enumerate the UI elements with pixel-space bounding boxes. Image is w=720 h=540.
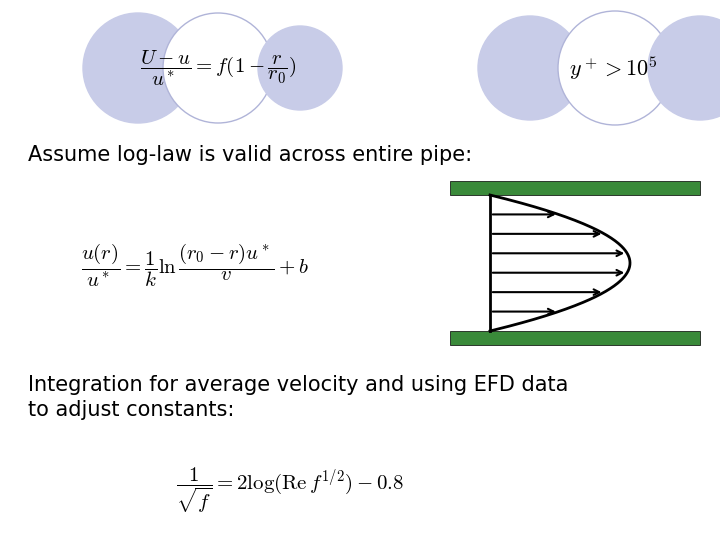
- Circle shape: [558, 11, 672, 125]
- Text: to adjust constants:: to adjust constants:: [28, 400, 235, 420]
- Text: $\dfrac{u(r)}{u^*} = \dfrac{1}{k}\ln\dfrac{(r_0-r)u^*}{v}+b$: $\dfrac{u(r)}{u^*} = \dfrac{1}{k}\ln\dfr…: [81, 241, 309, 289]
- Bar: [450, 331, 700, 345]
- Text: $y^+ > 10^5$: $y^+ > 10^5$: [569, 54, 657, 82]
- Bar: [450, 181, 700, 195]
- Text: $\dfrac{U-u}{u^*} = f(1-\dfrac{r}{r_0})$: $\dfrac{U-u}{u^*} = f(1-\dfrac{r}{r_0})$: [140, 48, 296, 87]
- Circle shape: [83, 13, 193, 123]
- Text: Integration for average velocity and using EFD data: Integration for average velocity and usi…: [28, 375, 568, 395]
- Circle shape: [648, 16, 720, 120]
- Circle shape: [163, 13, 273, 123]
- Text: $\dfrac{1}{\sqrt{f}} = 2\log(\mathrm{Re}\,f^{1/2}) - 0.8$: $\dfrac{1}{\sqrt{f}} = 2\log(\mathrm{Re}…: [176, 465, 404, 515]
- Text: Assume log-law is valid across entire pipe:: Assume log-law is valid across entire pi…: [28, 145, 472, 165]
- Circle shape: [478, 16, 582, 120]
- Circle shape: [258, 26, 342, 110]
